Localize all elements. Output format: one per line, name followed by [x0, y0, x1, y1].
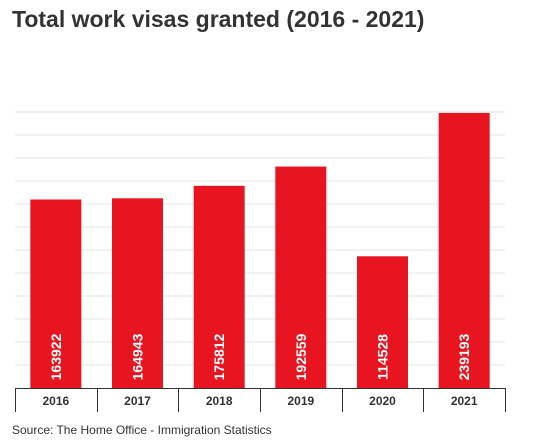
gridlines	[15, 111, 505, 366]
source-note: Source: The Home Office - Immigration St…	[12, 423, 272, 437]
data-label-2019: 192559	[293, 333, 309, 380]
x-tick-label-2019: 2019	[287, 394, 314, 408]
x-axis: 2016 2017 2018 2019 2020 2021	[15, 388, 506, 412]
bar-2017	[112, 198, 163, 388]
bar-2019	[275, 166, 327, 388]
bar-2018	[193, 185, 245, 388]
data-label-2021: 239193	[456, 333, 472, 380]
x-tick-label-2016: 2016	[42, 394, 69, 408]
x-tick-label-2021: 2021	[451, 394, 478, 408]
x-tick-label-2017: 2017	[124, 394, 151, 408]
bar-2020	[357, 256, 408, 388]
data-labels: 163922 164943 175812 192559 114528 239193	[48, 333, 472, 380]
data-label-2018: 175812	[211, 333, 227, 380]
bar-2016	[30, 199, 82, 388]
x-tick-label-2018: 2018	[206, 394, 233, 408]
bar-chart: 163922 164943 175812 192559 114528 239193 201…	[15, 111, 506, 412]
bar-2021	[438, 112, 490, 389]
chart-title: Total work visas granted (2016 - 2021)	[12, 6, 425, 32]
bars	[30, 112, 490, 389]
data-label-2016: 163922	[48, 333, 64, 380]
data-label-2020: 114528	[375, 334, 391, 380]
data-label-2017: 164943	[130, 333, 146, 380]
x-tick-label-2020: 2020	[369, 394, 396, 408]
